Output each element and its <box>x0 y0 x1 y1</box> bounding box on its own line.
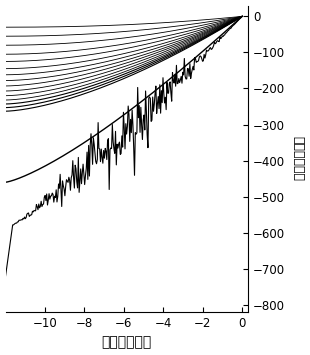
Y-axis label: 电流（纳安）: 电流（纳安） <box>291 136 304 181</box>
X-axis label: 电压（伏特）: 电压（伏特） <box>102 335 152 349</box>
